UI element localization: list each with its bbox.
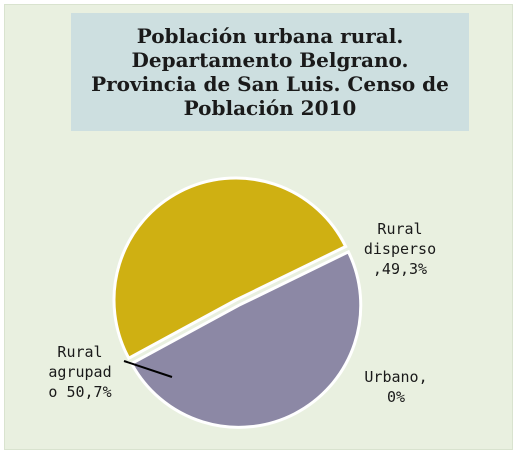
- title-box: Población urbana rural. Departamento Bel…: [71, 13, 469, 131]
- slice-label-2-line-0: Rural: [57, 343, 102, 361]
- chart-title: Población urbana rural. Departamento Bel…: [91, 24, 449, 120]
- slice-label-1-line-0: Urbano,: [364, 368, 427, 386]
- chart-frame: Población urbana rural. Departamento Bel…: [4, 4, 513, 450]
- slice-label-1-line-1: 0%: [387, 388, 405, 406]
- pie-slice-0: [129, 249, 363, 429]
- slice-label-0-line-1: disperso: [364, 240, 436, 258]
- leader-line-rural-agrupado: [123, 360, 173, 378]
- slice-label-0-line-0: Rural: [377, 220, 422, 238]
- slice-label-0-line-2: ,49,3%: [373, 260, 427, 278]
- slice-label-2-line-1: agrupad: [48, 363, 111, 381]
- slice-label-2-line-2: o 50,7%: [48, 383, 111, 401]
- pie-slice-2: [112, 176, 348, 361]
